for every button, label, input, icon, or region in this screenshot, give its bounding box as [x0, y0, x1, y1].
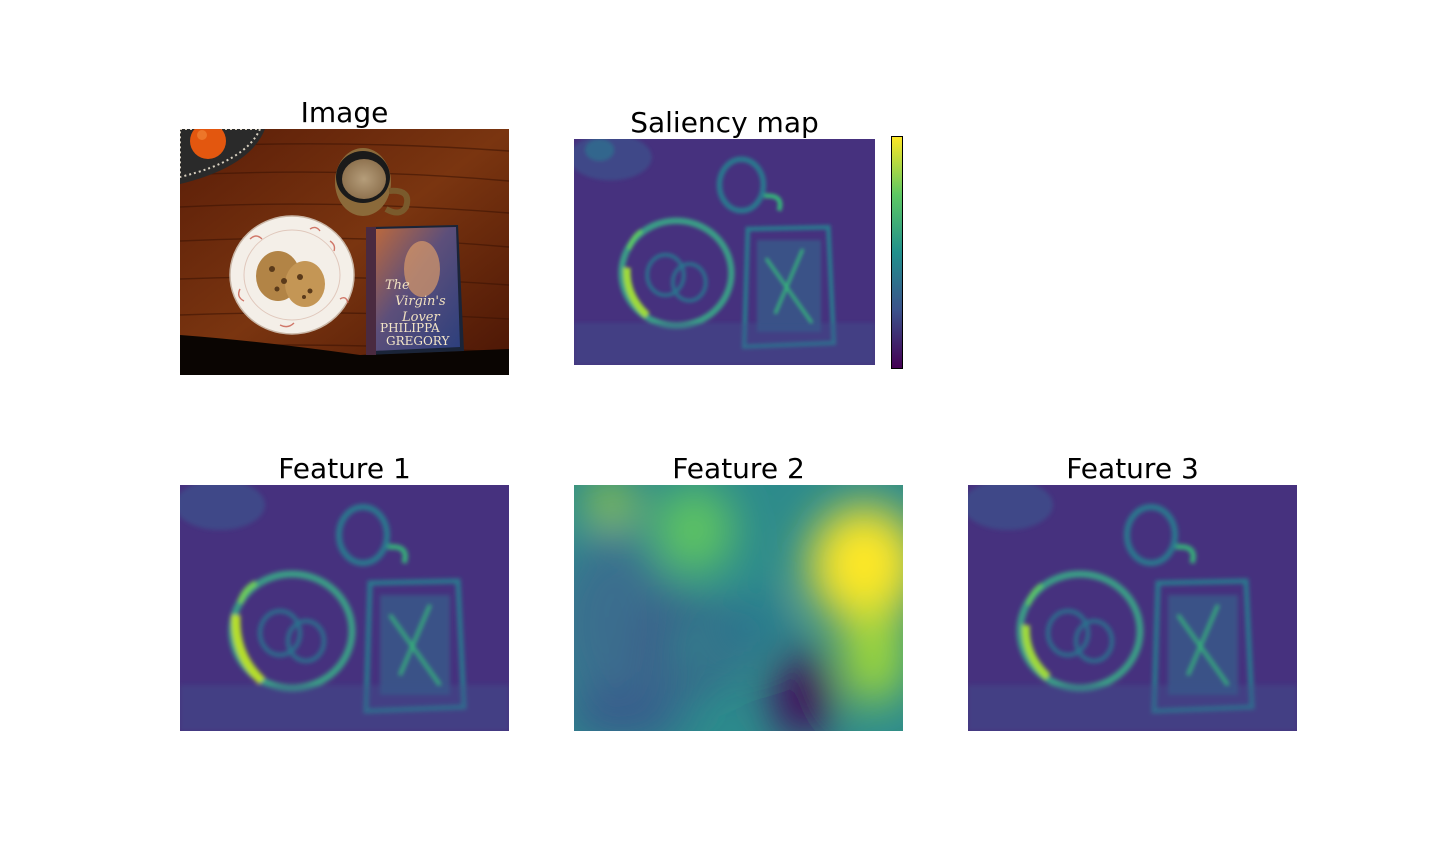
book-author-line2: GREGORY	[386, 334, 450, 348]
book-title-line1: The	[385, 278, 410, 293]
image-panel: The Virgin's Lover PHILIPPA GREGORY	[180, 129, 509, 375]
still-life-photo: The Virgin's Lover PHILIPPA GREGORY	[180, 129, 509, 375]
feature2-heatmap	[574, 485, 903, 731]
book: The Virgin's Lover PHILIPPA GREGORY	[366, 225, 464, 355]
feature2-map	[574, 485, 903, 731]
plate-of-cookies	[229, 215, 355, 335]
saliency-heatmap	[574, 139, 875, 365]
saliency-colorbar	[891, 136, 903, 369]
saliency-title: Saliency map	[630, 106, 819, 139]
book-title-line3: Lover	[401, 310, 440, 325]
feature2-title: Feature 2	[672, 452, 805, 485]
table-shadow	[180, 335, 509, 375]
feature3-map	[968, 485, 1297, 731]
book-title-line2: Virgin's	[395, 294, 446, 309]
saliency-map	[574, 139, 875, 365]
coffee-mug	[335, 148, 411, 216]
feature1-heatmap	[180, 485, 509, 731]
feature3-heatmap	[968, 485, 1297, 731]
book-author-line1: PHILIPPA	[380, 321, 440, 335]
feature1-map	[180, 485, 509, 731]
image-title: Image	[300, 96, 389, 129]
feature3-title: Feature 3	[1066, 452, 1199, 485]
feature1-title: Feature 1	[278, 452, 411, 485]
